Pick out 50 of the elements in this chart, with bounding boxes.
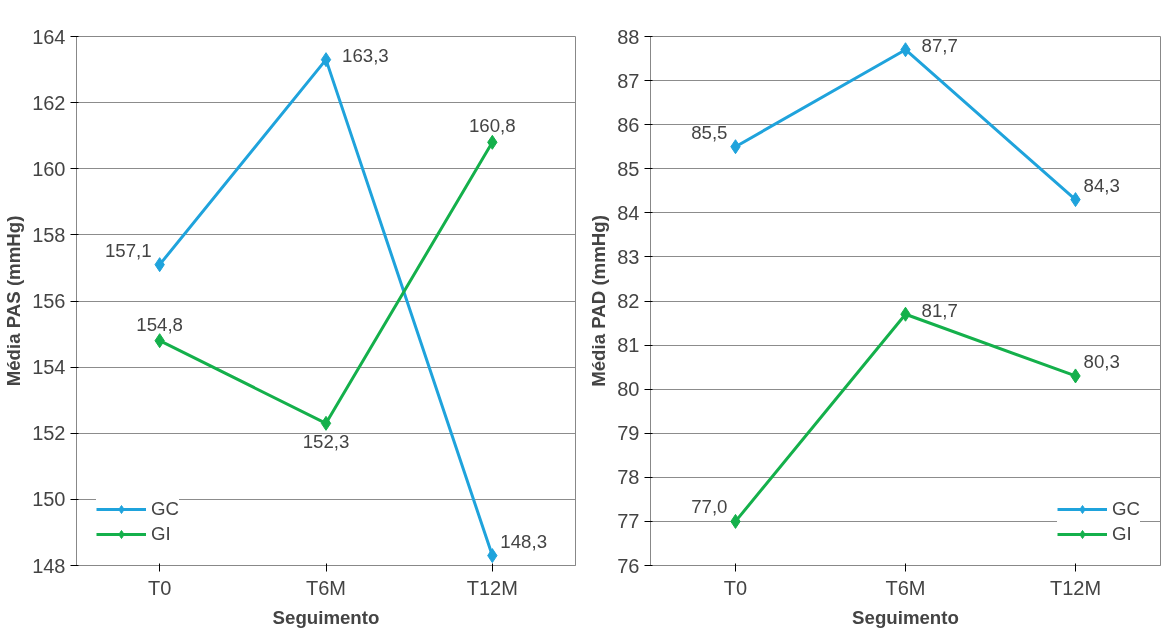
y-tick-label: 76 [617, 554, 640, 577]
y-tick-label: 150 [32, 488, 66, 511]
x-tick-label: T0 [148, 576, 172, 599]
y-tick-label: 78 [617, 466, 640, 489]
data-label: 84,3 [1083, 174, 1120, 196]
y-axis-title: Média PAS (mmHg) [3, 215, 25, 387]
point [320, 52, 332, 68]
y-tick-label: 80 [617, 378, 640, 401]
data-label: 157,1 [104, 239, 152, 261]
legend-label: GI [1112, 523, 1133, 545]
legend-label: GI [151, 523, 171, 545]
y-tick-label: 83 [617, 245, 640, 268]
data-label: 81,7 [921, 299, 958, 321]
legend-label: GC [151, 498, 179, 520]
y-tick-label: 148 [32, 554, 66, 577]
x-tick-label: T6M [306, 576, 346, 599]
y-tick-label: 87 [617, 69, 640, 92]
data-label: 152,3 [302, 431, 350, 453]
data-label: 160,8 [468, 115, 516, 137]
y-tick-label: 154 [32, 356, 66, 379]
y-tick-label: 158 [32, 223, 66, 246]
legend-label: GC [1112, 498, 1140, 520]
y-tick-label: 152 [32, 422, 66, 445]
data-label: 148,3 [500, 530, 548, 552]
x-tick-label: T12M [1049, 576, 1102, 599]
y-tick-label: 81 [617, 334, 640, 357]
x-axis-title: Seguimento [272, 606, 380, 628]
y-tick-label: 156 [32, 290, 66, 312]
y-tick-label: 79 [617, 422, 640, 445]
data-label: 80,3 [1083, 350, 1120, 372]
data-label: 154,8 [136, 313, 184, 335]
y-tick-label: 88 [617, 25, 640, 48]
y-tick-label: 84 [617, 201, 640, 224]
y-tick-label: 162 [32, 91, 66, 114]
y-axis-title: Média PAD (mmHg) [588, 215, 610, 387]
data-label: 85,5 [691, 121, 728, 143]
x-tick-label: T0 [723, 576, 748, 599]
x-tick-label: T6M [885, 576, 926, 599]
y-tick-label: 85 [617, 157, 640, 180]
x-tick-label: T12M [466, 576, 518, 599]
y-tick-label: 82 [617, 290, 640, 312]
y-tick-label: 164 [32, 25, 66, 48]
y-tick-label: 86 [617, 113, 640, 136]
y-tick-label: 160 [32, 157, 66, 180]
data-label: 163,3 [342, 45, 389, 67]
x-axis-title: Seguimento [852, 606, 959, 628]
data-label: 87,7 [921, 35, 958, 57]
point [320, 415, 332, 431]
data-label: 77,0 [691, 496, 728, 518]
y-tick-label: 77 [617, 510, 640, 533]
